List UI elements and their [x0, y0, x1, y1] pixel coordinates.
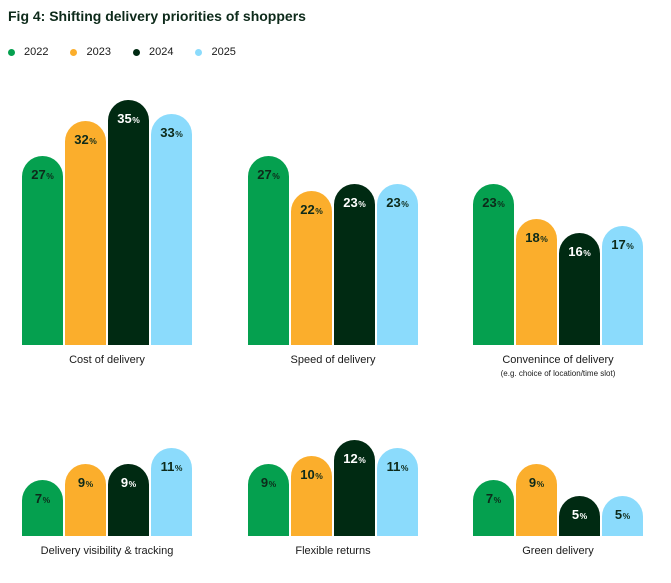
data-label-delivery-visibility-and-tracking-2023: 9%: [78, 475, 94, 490]
bar-cost-of-delivery-2025: [151, 114, 192, 345]
legend-item-2025: 2025: [195, 46, 236, 58]
group-flexible-returns: 9% 10% 12% 11% Flexible returns: [248, 439, 418, 557]
data-label-speed-of-delivery-2024: 23%: [343, 195, 366, 210]
bar-delivery-visibility-and-tracking-2024: [108, 464, 149, 536]
category-label-flexible-returns: Flexible returns: [295, 545, 371, 557]
data-label-green-delivery-2025: 5%: [615, 507, 631, 522]
data-label-green-delivery-2023: 9%: [529, 475, 545, 490]
data-label-delivery-visibility-and-tracking-2025: 11%: [161, 459, 183, 474]
legend-swatch-2025: [195, 48, 203, 56]
bar-convenince-of-delivery-2023: [516, 218, 557, 345]
bar-cost-of-delivery-2023: [65, 120, 106, 345]
data-label-speed-of-delivery-2023: 22%: [300, 202, 323, 217]
bar-convenince-of-delivery-2022: [472, 184, 514, 345]
legend-swatch-2022: [8, 48, 15, 56]
legend-swatch-2023: [70, 48, 78, 56]
bar-green-delivery-2024: [559, 496, 600, 536]
group-convenince-of-delivery: 23% 18% 16% 17% Convenince of delivery (e.g. …: [472, 184, 643, 378]
bar-cost-of-delivery-2022: [22, 155, 63, 345]
category-label-speed-of-delivery: Speed of delivery: [291, 354, 376, 366]
bar-flexible-returns-2025: [377, 447, 418, 536]
legend-item-2023: 2023: [70, 46, 111, 58]
category-label-cost-of-delivery: Cost of delivery: [69, 354, 145, 366]
bar-cost-of-delivery-2024: [108, 99, 149, 345]
group-speed-of-delivery: 27% 22% 23% 23% Speed of delivery: [248, 155, 418, 366]
legend-item-2024: 2024: [132, 46, 174, 58]
legend-label-2023: 2023: [86, 46, 111, 58]
bar-speed-of-delivery-2022: [248, 155, 289, 345]
data-label-green-delivery-2024: 5%: [572, 507, 588, 522]
category-sublabel-convenince-of-delivery: (e.g. choice of location/time slot): [501, 369, 616, 378]
data-label-speed-of-delivery-2022: 27%: [257, 167, 280, 182]
data-label-cost-of-delivery-2025: 33%: [160, 125, 183, 140]
group-delivery-visibility-and-tracking: 7% 9% 9% 11% Delivery visibility & tracking: [22, 447, 192, 557]
category-label-convenince-of-delivery: Convenince of delivery: [502, 354, 614, 366]
bar-convenince-of-delivery-2024: [559, 233, 600, 345]
data-label-delivery-visibility-and-tracking-2022: 7%: [35, 491, 51, 506]
category-label-green-delivery: Green delivery: [522, 545, 594, 557]
data-label-cost-of-delivery-2024: 35%: [117, 111, 140, 126]
group-green-delivery: 7% 9% 5% 5% Green delivery: [472, 464, 643, 557]
data-label-green-delivery-2022: 7%: [486, 491, 502, 506]
bar-green-delivery-2025: [602, 496, 643, 536]
data-label-flexible-returns-2023: 10%: [300, 467, 323, 482]
data-label-cost-of-delivery-2023: 32%: [74, 132, 97, 147]
bar-delivery-visibility-and-tracking-2025: [151, 447, 192, 536]
bar-speed-of-delivery-2025: [377, 184, 418, 345]
bar-speed-of-delivery-2023: [291, 191, 332, 345]
data-label-flexible-returns-2022: 9%: [261, 475, 277, 490]
bar-flexible-returns-2024: [334, 439, 375, 536]
data-label-flexible-returns-2024: 12%: [343, 451, 366, 466]
bar-green-delivery-2023: [516, 464, 557, 536]
data-label-convenince-of-delivery-2025: 17%: [611, 237, 634, 252]
legend-swatch-2024: [132, 48, 140, 56]
legend-item-2022: 2022: [8, 46, 48, 58]
data-label-delivery-visibility-and-tracking-2024: 9%: [121, 475, 137, 490]
data-label-convenince-of-delivery-2024: 16%: [568, 244, 591, 259]
legend-label-2024: 2024: [148, 46, 174, 58]
bar-flexible-returns-2022: [248, 464, 289, 536]
bar-flexible-returns-2023: [291, 456, 332, 536]
group-cost-of-delivery: 27% 32% 35% 33% Cost of delivery: [22, 99, 192, 366]
chart-title: Fig 4: Shifting delivery priorities of s…: [8, 8, 306, 24]
data-label-speed-of-delivery-2025: 23%: [386, 195, 409, 210]
data-label-flexible-returns-2025: 11%: [387, 459, 409, 474]
data-label-cost-of-delivery-2022: 27%: [31, 167, 54, 182]
bar-delivery-visibility-and-tracking-2022: [22, 479, 63, 536]
legend: 2022 2023 2024 2025: [8, 46, 258, 58]
bar-delivery-visibility-and-tracking-2023: [65, 464, 106, 536]
data-label-convenince-of-delivery-2022: 23%: [482, 195, 505, 210]
bar-speed-of-delivery-2024: [334, 184, 375, 345]
legend-label-2022: 2022: [24, 46, 49, 58]
category-label-delivery-visibility-and-tracking: Delivery visibility & tracking: [41, 545, 174, 557]
data-label-convenince-of-delivery-2023: 18%: [525, 230, 548, 245]
legend-label-2025: 2025: [211, 46, 236, 58]
bar-convenince-of-delivery-2025: [602, 226, 643, 345]
bar-green-delivery-2022: [472, 479, 514, 536]
